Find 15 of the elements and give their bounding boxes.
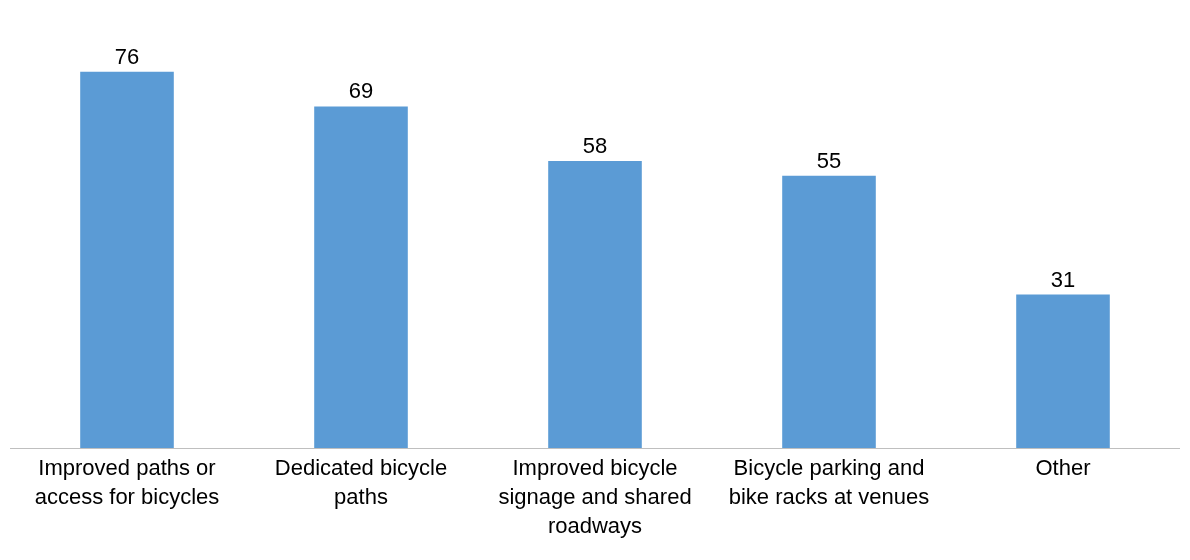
bar [1016, 294, 1110, 448]
data-label: 55 [816, 147, 842, 173]
data-label: 69 [348, 78, 374, 104]
x-tick-label: Other [1035, 455, 1091, 481]
x-tick-label: Dedicated bicycle paths [274, 455, 448, 509]
bar [782, 175, 876, 448]
x-tick-label: Bicycle parking and bike racks at venues [728, 455, 930, 509]
data-label: 58 [582, 132, 608, 158]
bar [80, 71, 174, 448]
bar [314, 106, 408, 448]
x-tick-label: Improved paths or access for bicycles [34, 455, 220, 509]
bar [548, 160, 642, 448]
data-label: 76 [114, 43, 140, 69]
data-label: 31 [1050, 266, 1076, 292]
x-tick-label: Improved bicycle signage and shared roadways [498, 455, 692, 538]
